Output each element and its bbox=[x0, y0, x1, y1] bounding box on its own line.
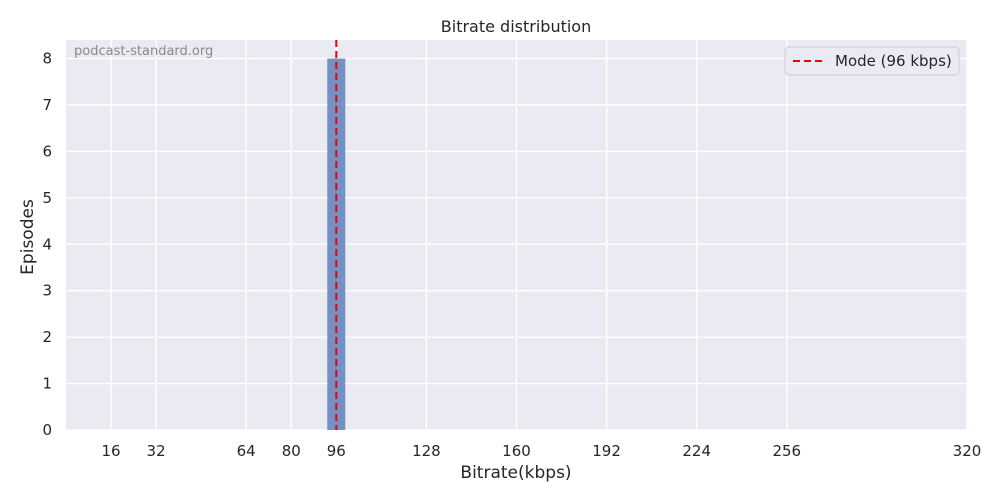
grid-lines bbox=[66, 40, 968, 431]
x-tick-label: 80 bbox=[282, 442, 301, 460]
y-tick-label: 1 bbox=[42, 375, 52, 393]
y-tick-labels: 0 1 2 3 4 5 6 7 8 bbox=[42, 50, 52, 439]
chart-title: Bitrate distribution bbox=[441, 17, 591, 36]
x-tick-label: 192 bbox=[592, 442, 621, 460]
y-tick-label: 5 bbox=[42, 189, 52, 207]
x-tick-label: 128 bbox=[412, 442, 441, 460]
x-tick-label: 64 bbox=[237, 442, 256, 460]
x-tick-labels: 16 32 64 80 96 128 160 192 224 256 320 bbox=[102, 442, 982, 460]
y-tick-label: 6 bbox=[42, 142, 52, 160]
y-tick-label: 7 bbox=[42, 96, 52, 114]
x-tick-label: 32 bbox=[147, 442, 166, 460]
legend: Mode (96 kbps) bbox=[784, 46, 960, 76]
x-tick-label: 160 bbox=[502, 442, 531, 460]
x-tick-label: 16 bbox=[102, 442, 121, 460]
x-tick-label: 224 bbox=[682, 442, 711, 460]
x-tick-label: 320 bbox=[953, 442, 982, 460]
y-axis-label: Episodes bbox=[18, 199, 38, 275]
x-tick-label: 256 bbox=[772, 442, 801, 460]
y-tick-label: 2 bbox=[42, 328, 52, 346]
y-tick-label: 3 bbox=[42, 282, 52, 300]
watermark: podcast-standard.org bbox=[74, 44, 213, 59]
x-tick-label: 96 bbox=[327, 442, 346, 460]
x-axis-label: Bitrate(kbps) bbox=[460, 463, 571, 483]
legend-label: Mode (96 kbps) bbox=[835, 52, 952, 70]
y-tick-label: 4 bbox=[42, 235, 52, 253]
legend-box bbox=[784, 46, 960, 76]
y-tick-label: 0 bbox=[42, 421, 52, 439]
y-tick-label: 8 bbox=[42, 50, 52, 68]
